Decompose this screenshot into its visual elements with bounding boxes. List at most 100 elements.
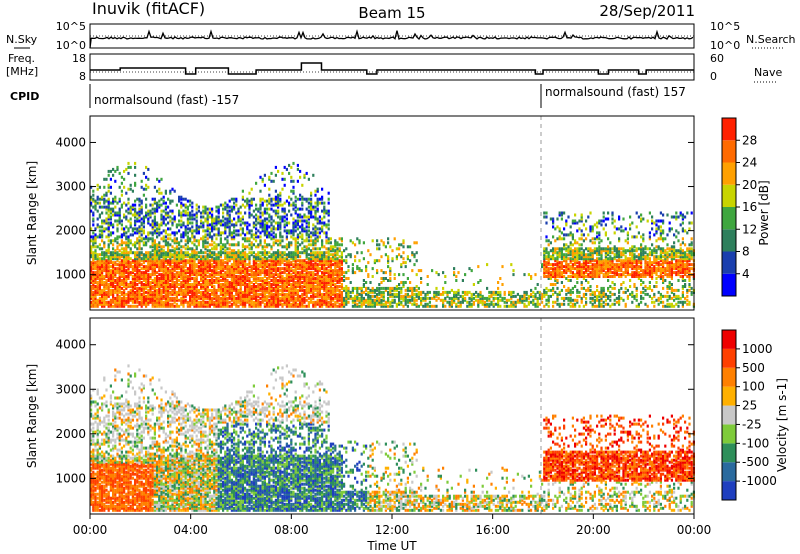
data-cell xyxy=(288,273,291,277)
data-cell xyxy=(149,286,152,290)
data-cell xyxy=(257,251,260,255)
data-cell xyxy=(167,245,170,249)
data-cell xyxy=(283,283,286,286)
data-cell xyxy=(173,285,176,288)
data-cell xyxy=(230,277,233,280)
data-cell xyxy=(160,279,163,282)
data-cell xyxy=(299,263,302,267)
data-cell xyxy=(200,259,203,263)
data-cell xyxy=(153,267,156,271)
data-cell xyxy=(96,259,99,263)
data-cell xyxy=(268,175,271,179)
data-cell xyxy=(230,207,233,211)
data-cell xyxy=(325,211,328,215)
data-cell xyxy=(318,285,321,288)
data-cell xyxy=(151,265,154,269)
data-cell xyxy=(303,261,306,265)
data-cell xyxy=(107,215,110,219)
data-cell xyxy=(277,205,280,209)
data-cell xyxy=(316,255,319,259)
data-cell xyxy=(318,302,321,306)
data-cell xyxy=(140,283,143,286)
data-cell xyxy=(151,296,154,300)
data-cell xyxy=(290,298,293,302)
data-cell xyxy=(94,296,97,300)
data-cell xyxy=(127,259,130,263)
data-cell xyxy=(292,269,295,273)
data-cell xyxy=(292,225,295,229)
data-cell xyxy=(244,205,247,209)
data-cell xyxy=(391,288,394,292)
data-cell xyxy=(323,231,326,235)
data-cell xyxy=(329,237,332,241)
data-cell xyxy=(415,288,418,292)
data-cell xyxy=(248,288,251,292)
data-cell xyxy=(160,304,163,308)
data-cell xyxy=(318,275,321,278)
data-cell xyxy=(244,239,247,243)
data-cell xyxy=(272,179,275,183)
data-cell xyxy=(277,281,280,284)
data-cell xyxy=(393,237,396,241)
data-cell xyxy=(343,279,346,282)
data-cell xyxy=(376,271,379,275)
data-cell xyxy=(193,253,196,257)
data-cell xyxy=(235,302,238,306)
data-cell xyxy=(208,211,211,215)
data-cell xyxy=(160,283,163,286)
data-cell xyxy=(301,298,304,302)
data-cell xyxy=(184,233,187,237)
data-cell xyxy=(252,257,255,261)
data-cell xyxy=(244,245,247,249)
data-cell xyxy=(206,217,209,221)
data-cell xyxy=(301,286,304,290)
data-cell xyxy=(338,237,341,241)
data-cell xyxy=(206,269,209,273)
data-cell xyxy=(296,207,299,211)
data-cell xyxy=(277,269,280,273)
data-cell xyxy=(149,261,152,265)
data-cell xyxy=(351,271,354,275)
data-cell xyxy=(202,292,205,296)
data-cell xyxy=(310,257,313,261)
data-cell xyxy=(266,300,269,304)
data-cell xyxy=(296,277,299,280)
data-cell xyxy=(389,286,392,290)
data-cell xyxy=(435,304,438,308)
data-cell xyxy=(241,189,244,193)
data-cell xyxy=(193,237,196,241)
data-cell xyxy=(501,298,504,302)
data-cell xyxy=(116,285,119,288)
data-cell xyxy=(252,285,255,288)
data-cell xyxy=(281,187,284,191)
data-cell xyxy=(189,296,192,300)
data-cell xyxy=(178,243,181,247)
data-cell xyxy=(134,207,137,211)
data-cell xyxy=(98,302,101,306)
data-cell xyxy=(169,283,172,286)
data-cell xyxy=(92,219,95,223)
data-cell xyxy=(310,231,313,235)
data-cell xyxy=(307,296,310,300)
data-cell xyxy=(129,294,132,298)
data-cell xyxy=(107,261,110,265)
data-cell xyxy=(112,265,115,269)
data-cell xyxy=(318,298,321,302)
data-cell xyxy=(134,277,137,280)
data-cell xyxy=(162,255,165,259)
data-cell xyxy=(103,298,106,302)
data-cell xyxy=(222,286,225,290)
data-cell xyxy=(195,213,198,217)
data-cell xyxy=(118,273,121,277)
data-cell xyxy=(244,247,247,251)
data-cell xyxy=(246,286,249,290)
data-cell xyxy=(94,279,97,282)
data-cell xyxy=(164,298,167,302)
data-cell xyxy=(292,294,295,298)
data-cell xyxy=(336,271,339,275)
data-cell xyxy=(299,215,302,219)
data-cell xyxy=(239,288,242,292)
data-cell xyxy=(252,283,255,286)
data-cell xyxy=(136,211,139,215)
data-cell xyxy=(299,283,302,286)
